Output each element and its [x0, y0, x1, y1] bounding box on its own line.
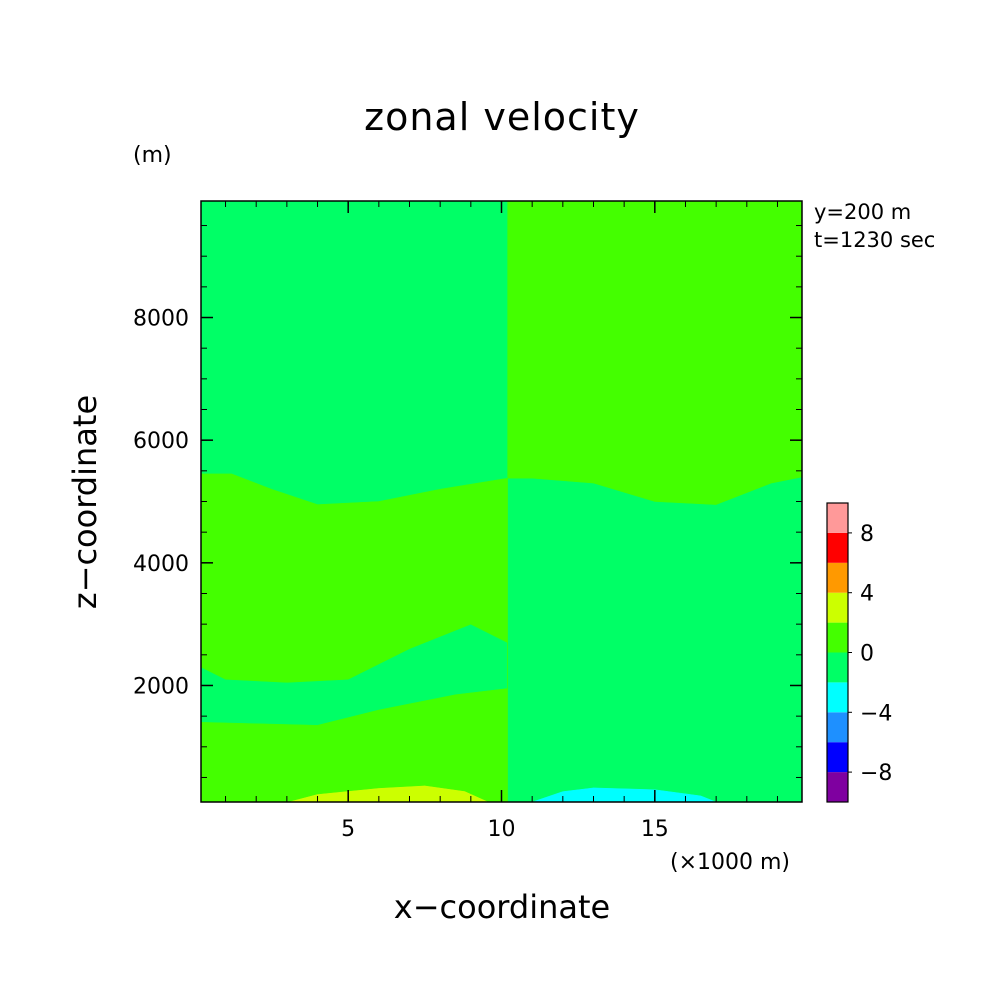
x-tick-label: 10: [488, 817, 516, 842]
colorbar-swatch: [827, 682, 848, 713]
colorbar-swatch: [827, 742, 848, 773]
contour-region-3: [507, 201, 802, 505]
colorbar-swatch: [827, 503, 848, 533]
y-unit-label: (m): [133, 143, 172, 168]
chart-title: zonal velocity: [364, 95, 640, 139]
colorbar-swatch: [827, 562, 848, 593]
colorbar-swatch: [827, 712, 848, 743]
colorbar-swatch: [827, 592, 848, 623]
y-axis-label: z−coordinate: [66, 394, 104, 610]
y-tick-label: 6000: [133, 429, 189, 454]
y-tick-label: 4000: [133, 552, 189, 577]
colorbar-tick-label: −4: [860, 701, 892, 726]
colorbar-swatch: [827, 772, 848, 802]
y-tick-label: 2000: [133, 674, 189, 699]
time-annotation: t=1230 sec: [814, 228, 936, 252]
contour-region-2: [201, 473, 508, 802]
plot-area: [201, 201, 802, 802]
x-tick-label: 15: [641, 817, 669, 842]
contour-region-1: [532, 787, 717, 802]
x-axis-label: x−coordinate: [393, 888, 611, 926]
x-tick-label: 5: [341, 817, 355, 842]
x-unit-label: (×1000 m): [670, 850, 791, 875]
colorbar-tick-label: −8: [860, 761, 892, 786]
colorbar-swatch: [827, 532, 848, 563]
colorbar-swatch: [827, 652, 848, 683]
colorbar-tick-label: 4: [860, 582, 874, 607]
colorbar-swatch: [827, 622, 848, 653]
y-tick-label: 8000: [133, 307, 189, 332]
colorbar-tick-label: 0: [860, 642, 874, 667]
colorbar-tick-label: 8: [860, 522, 874, 547]
y-position-annotation: y=200 m: [814, 200, 912, 224]
